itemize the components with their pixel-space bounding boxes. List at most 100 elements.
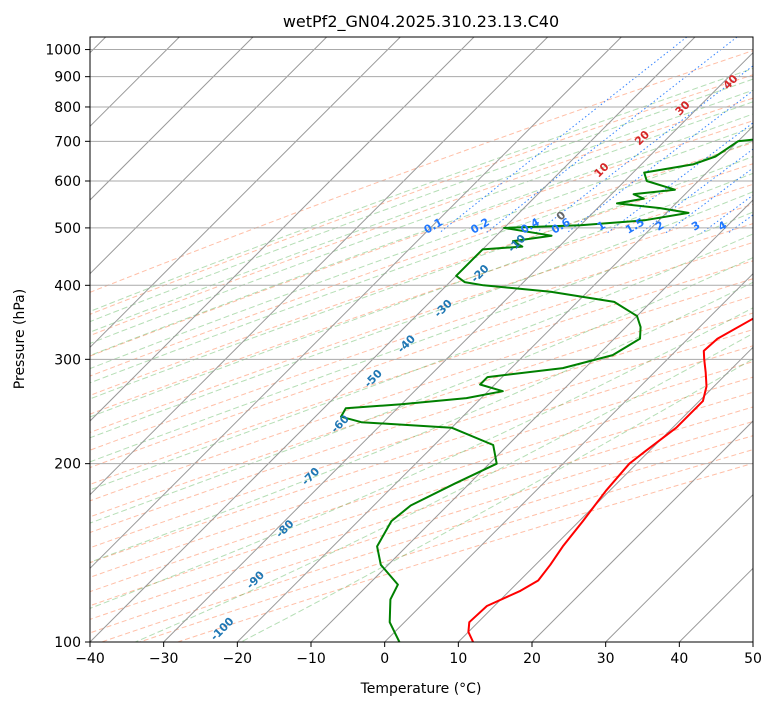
dry-adiabat-line (90, 260, 753, 485)
y-tick-label: 400 (54, 278, 81, 294)
dry-adiabat-line (90, 97, 753, 337)
plot-frame (89, 36, 754, 643)
isotherm-label: -90 (244, 568, 267, 591)
x-axis-title: Temperature (°C) (360, 681, 482, 697)
x-tick-label: −40 (75, 651, 105, 667)
x-tick-label: 50 (744, 651, 762, 667)
moist-adiabat-line (90, 78, 753, 323)
y-tick-label: 600 (54, 174, 81, 190)
moist-adiabat-line (90, 113, 753, 357)
isotherm-line (90, 37, 622, 570)
y-tick-label: 500 (54, 221, 81, 237)
background-lines (90, 37, 775, 642)
isotherm-line (310, 199, 753, 642)
dry-adiabat-line (90, 361, 753, 578)
isotherm-line (678, 567, 753, 642)
y-tick-label: 1000 (45, 43, 81, 59)
y-tick-label: 900 (54, 70, 81, 86)
dry-adiabat-line (90, 74, 753, 315)
y-tick-label: 700 (54, 134, 81, 150)
moist-adiabat-line (90, 281, 753, 563)
moist-adiabat-line (90, 307, 753, 609)
mixing-ratio-line (438, 37, 688, 234)
moist-adiabat-line (90, 233, 753, 491)
moist-adiabat-line (90, 67, 753, 312)
isotherm-label: 20 (632, 128, 652, 148)
isotherm-line (90, 37, 549, 496)
dry-adiabat-line (90, 50, 753, 293)
dewpoint-profile-line (340, 138, 753, 642)
moist-adiabat-line (90, 101, 753, 344)
dry-adiabat-line (90, 120, 753, 357)
dry-adiabat-line (90, 295, 753, 518)
mixing-ratio-line (701, 194, 753, 234)
x-tick-label: 10 (449, 651, 467, 667)
dry-adiabat-line (90, 312, 753, 534)
dry-adiabat-line (90, 391, 753, 607)
x-tick-label: 30 (597, 651, 615, 667)
x-tick-label: 40 (670, 651, 688, 667)
y-tick-label: 200 (54, 457, 81, 473)
isotherm-line (531, 420, 753, 642)
isotherm-line (90, 37, 475, 422)
y-tick-label: 800 (54, 100, 81, 116)
moist-adiabat-line (90, 140, 753, 384)
y-tick-label: 300 (54, 352, 81, 368)
moist-adiabat-line (90, 172, 753, 418)
axes: −40 −30 −20 −10 0 10 20 30 40 50 1000 900 800 700 600 5… (45, 43, 762, 667)
isotherm-line (90, 37, 401, 349)
x-tick-label: 20 (523, 651, 541, 667)
isotherm-label: -70 (299, 465, 322, 488)
mixing-ratio-line (640, 148, 753, 234)
dry-adiabat-line (90, 163, 753, 396)
dry-adiabat-line (90, 329, 753, 549)
mixing-ratio-line (665, 167, 753, 234)
isotherm-line (457, 346, 753, 642)
moist-adiabat-line (90, 89, 753, 333)
dry-adiabat-line (90, 183, 753, 415)
dry-adiabat-line (101, 435, 753, 642)
mixing-ratio-line (535, 65, 753, 234)
mixing-ratio-label: 0.2 (468, 216, 491, 237)
isotherm-line (90, 37, 696, 642)
moist-adiabat-line (90, 257, 753, 524)
x-tick-label: −30 (149, 651, 179, 667)
isotherm-line (90, 37, 328, 275)
data-lines (340, 138, 753, 642)
mixing-ratio-label: 1.5 (623, 216, 646, 237)
isotherm-line (605, 493, 753, 642)
isotherm-line (163, 51, 753, 642)
isotherm-line (384, 272, 753, 642)
mixing-ratio-label: 6 (755, 218, 768, 233)
x-tick-label: 0 (380, 651, 389, 667)
dry-adiabat-line (90, 223, 753, 451)
isotherm-label: -30 (432, 297, 455, 320)
y-tick-label: 100 (54, 635, 81, 651)
dry-adiabat-line (90, 376, 753, 593)
moist-adiabat-line (240, 358, 753, 642)
moist-adiabat-line (90, 126, 753, 370)
dry-adiabat-line (90, 142, 753, 377)
isotherm-line (236, 125, 753, 642)
dry-adiabat-line (90, 345, 753, 564)
isotherm-line (90, 37, 254, 201)
moist-adiabat-line (135, 332, 753, 642)
isotherm-label: -20 (468, 262, 491, 285)
y-axis-title: Pressure (hPa) (12, 289, 28, 389)
mixing-ratio-line (566, 90, 753, 234)
x-tick-label: −20 (223, 651, 253, 667)
dry-adiabat-line (90, 278, 753, 502)
isotherm-label: 10 (592, 160, 612, 180)
mixing-ratio-line (767, 37, 775, 233)
moist-adiabat-line (90, 156, 753, 400)
isotherm-label: -100 (208, 615, 237, 644)
dry-adiabat-line (90, 241, 753, 469)
isotherm-line (752, 641, 753, 642)
dry-adiabat-line (90, 203, 753, 433)
temperature-profile-line (467, 317, 753, 642)
mixing-ratio-label: 1 (595, 219, 608, 234)
x-tick-label: −10 (296, 651, 326, 667)
dry-adiabat-line (177, 462, 753, 642)
moist-adiabat-line (90, 211, 753, 463)
